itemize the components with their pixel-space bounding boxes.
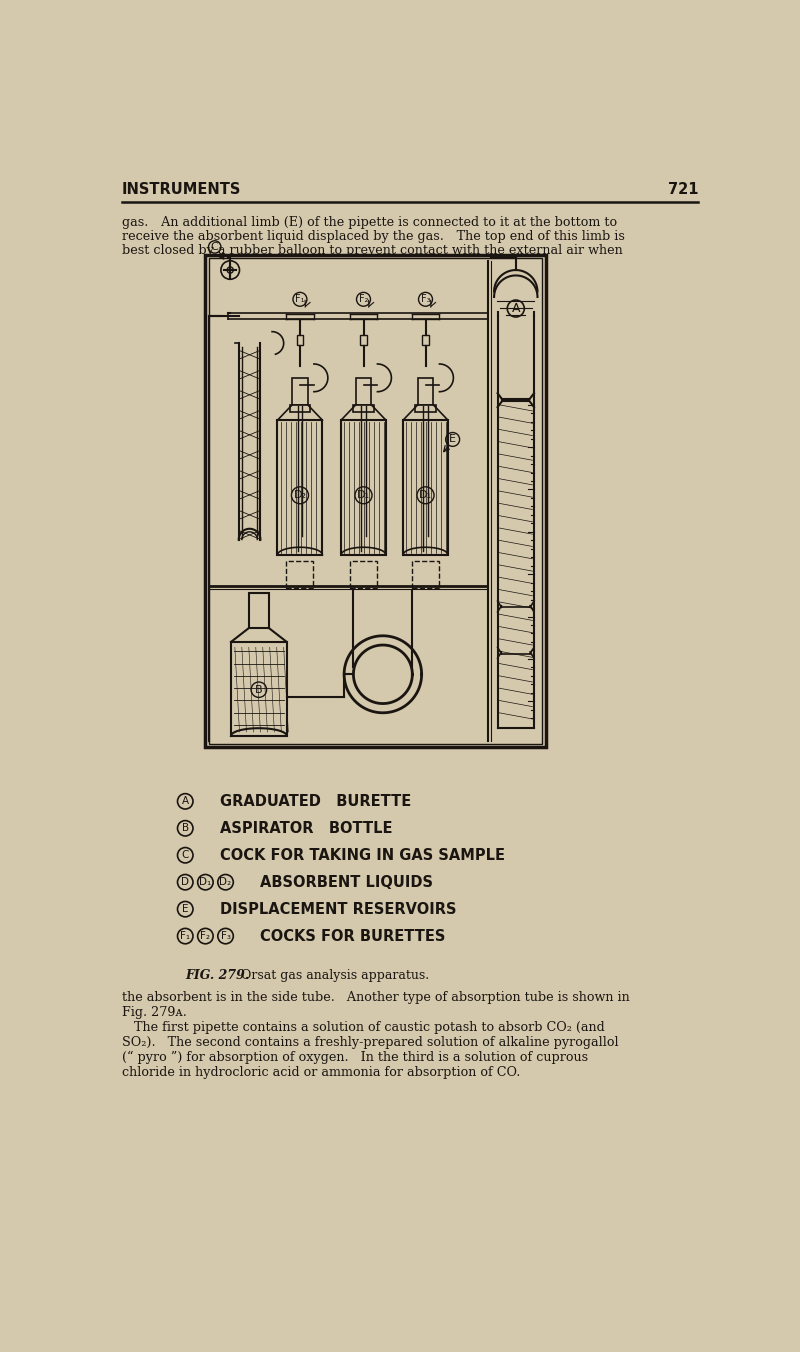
Text: A: A	[182, 796, 189, 806]
Text: F₃: F₃	[221, 932, 230, 941]
Text: the absorbent is in the side tube.   Another type of absorption tube is shown in: the absorbent is in the side tube. Anoth…	[122, 991, 630, 1003]
Text: D₁: D₁	[199, 877, 211, 887]
Text: D₂: D₂	[294, 491, 306, 500]
Text: E: E	[449, 434, 456, 445]
Text: COCKS FOR BURETTES: COCKS FOR BURETTES	[261, 929, 446, 944]
Text: B: B	[255, 684, 262, 695]
Bar	[209, 258, 542, 744]
Bar	[205, 254, 546, 748]
Text: F₂: F₂	[358, 295, 368, 304]
Circle shape	[227, 266, 234, 273]
Text: GRADUATED   BURETTE: GRADUATED BURETTE	[220, 794, 411, 808]
Text: F₁: F₁	[295, 295, 305, 304]
Text: chloride in hydrocloric acid or ammonia for absorption of CO.: chloride in hydrocloric acid or ammonia …	[122, 1065, 520, 1079]
Bar	[290, 404, 310, 412]
Bar	[286, 561, 314, 588]
Bar	[412, 561, 439, 588]
Text: F₁: F₁	[180, 932, 190, 941]
Bar	[297, 335, 303, 345]
Bar	[231, 642, 286, 735]
Bar	[341, 420, 386, 554]
Bar	[422, 335, 429, 345]
Circle shape	[221, 261, 239, 280]
Text: Orsat gas analysis apparatus.: Orsat gas analysis apparatus.	[234, 969, 430, 982]
Bar	[361, 335, 366, 345]
Text: C: C	[182, 850, 189, 860]
Bar	[350, 561, 377, 588]
Bar	[403, 420, 448, 554]
Text: ASPIRATOR   BOTTLE: ASPIRATOR BOTTLE	[220, 821, 393, 836]
Text: Fig. 279ᴀ.: Fig. 279ᴀ.	[122, 1006, 186, 1019]
Text: DISPLACEMENT RESERVOIRS: DISPLACEMENT RESERVOIRS	[220, 902, 457, 917]
Bar	[292, 377, 308, 404]
Text: The first pipette contains a solution of caustic potash to absorb CO₂ (and: The first pipette contains a solution of…	[122, 1021, 605, 1034]
Text: C: C	[211, 242, 218, 251]
Bar	[418, 377, 434, 404]
Text: F₃: F₃	[421, 295, 430, 304]
Text: best closed by a rubber balloon to prevent contact with the external air when: best closed by a rubber balloon to preve…	[122, 243, 622, 257]
Text: (“ pyro ”) for absorption of oxygen.   In the third is a solution of cuprous: (“ pyro ”) for absorption of oxygen. In …	[122, 1051, 588, 1064]
Text: E: E	[182, 904, 189, 914]
Text: F₂: F₂	[200, 932, 210, 941]
Text: INSTRUMENTS: INSTRUMENTS	[122, 183, 241, 197]
Bar	[354, 404, 374, 412]
Text: D₂: D₂	[219, 877, 232, 887]
Text: gas.  An additional limb (E) of the pipette is connected to it at the bottom to: gas. An additional limb (E) of the pipet…	[122, 216, 617, 228]
Bar	[249, 594, 269, 629]
Text: A: A	[511, 301, 520, 315]
Text: D₁: D₁	[419, 491, 432, 500]
Text: B: B	[182, 823, 189, 833]
Bar	[278, 420, 322, 554]
Text: D: D	[182, 877, 190, 887]
Text: COCK FOR TAKING IN GAS SAMPLE: COCK FOR TAKING IN GAS SAMPLE	[220, 848, 505, 863]
Bar	[415, 404, 435, 412]
Text: receive the absorbent liquid displaced by the gas.  The top end of this limb is: receive the absorbent liquid displaced b…	[122, 230, 625, 243]
Text: SO₂).   The second contains a freshly-prepared solution of alkaline pyrogallol: SO₂). The second contains a freshly-prep…	[122, 1036, 618, 1049]
Text: 721: 721	[668, 183, 698, 197]
Bar	[356, 377, 371, 404]
Text: FIG. 279.: FIG. 279.	[186, 969, 250, 982]
Text: ABSORBENT LIQUIDS: ABSORBENT LIQUIDS	[261, 875, 434, 890]
Text: D₁: D₁	[357, 491, 370, 500]
